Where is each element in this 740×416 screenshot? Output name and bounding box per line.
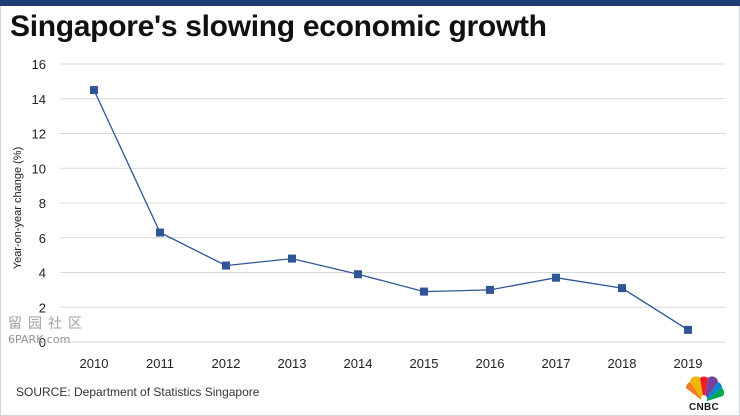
y-tick-14: 14	[32, 92, 46, 107]
series-line-group	[93, 89, 689, 331]
x-tick-2015: 2015	[410, 356, 439, 371]
data-point-2019	[684, 325, 692, 334]
y-tick-10: 10	[32, 161, 46, 176]
x-tick-2012: 2012	[212, 356, 241, 371]
series-line	[93, 89, 689, 331]
watermark-site: 6PARK.com	[8, 333, 71, 346]
top-accent-bar	[0, 0, 740, 6]
cnbc-logo: CNBC	[680, 372, 728, 414]
data-point-2015	[420, 287, 428, 296]
data-point-2017	[552, 273, 560, 282]
source-note: SOURCE: Department of Statistics Singapo…	[16, 385, 260, 399]
y-tick-8: 8	[39, 196, 46, 211]
y-tick-4: 4	[39, 266, 46, 281]
data-point-2013	[288, 254, 296, 263]
x-tick-2014: 2014	[344, 356, 373, 371]
y-tick-2: 2	[39, 300, 46, 315]
chart-title: Singapore's slowing economic growth	[10, 10, 547, 43]
x-tick-2018: 2018	[608, 356, 637, 371]
logo-text: CNBC	[688, 402, 720, 413]
y-tick-0: 0	[39, 335, 46, 350]
watermark: 留园社区 6PARK.com	[8, 316, 88, 348]
data-point-2018	[618, 284, 626, 293]
y-tick-6: 6	[39, 231, 46, 246]
data-point-2016	[486, 285, 494, 294]
x-tick-2011: 2011	[146, 356, 174, 371]
data-point-2012	[222, 261, 230, 270]
x-tick-labels: 2010 2011 2012 2013 2014 2015 2016 2017 2018 2019	[80, 356, 703, 371]
x-tick-2017: 2017	[542, 356, 571, 371]
data-point-2014	[354, 270, 362, 279]
data-markers	[90, 86, 692, 334]
x-tick-2010: 2010	[80, 356, 109, 371]
x-tick-2019: 2019	[674, 356, 703, 371]
peacock-icon	[685, 376, 725, 403]
y-tick-12: 12	[32, 127, 46, 142]
x-tick-2016: 2016	[476, 356, 505, 371]
watermark-chars: 留园社区	[8, 316, 88, 332]
data-point-2010	[90, 86, 98, 95]
x-tick-2013: 2013	[278, 356, 307, 371]
y-tick-labels: 0 2 4 6 8 10 12 14 16	[32, 57, 46, 350]
gridlines	[60, 63, 726, 343]
data-point-2011	[156, 228, 164, 237]
y-tick-16: 16	[32, 57, 46, 72]
